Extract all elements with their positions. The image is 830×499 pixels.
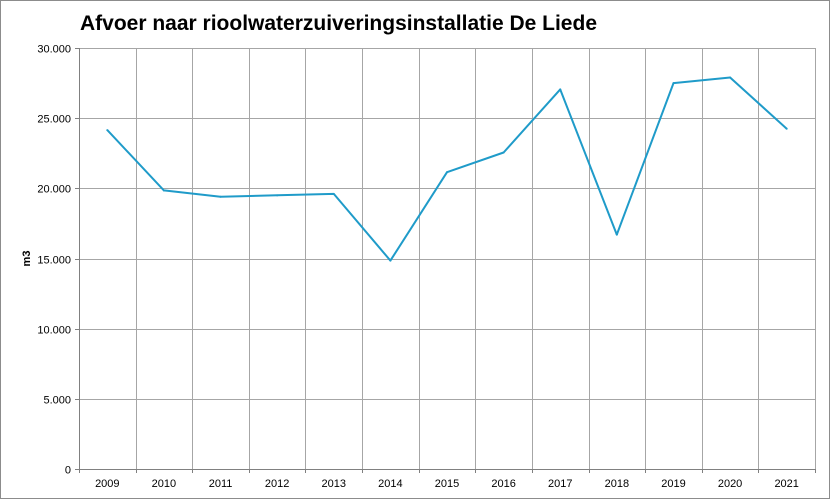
x-tick-label: 2018 — [605, 478, 629, 490]
grid-layer — [79, 48, 816, 469]
x-tick-label: 2016 — [491, 478, 515, 490]
y-axis-label: m3 — [21, 251, 33, 267]
data-point — [332, 192, 335, 195]
chart-title: Afvoer naar rioolwaterzuiveringsinstalla… — [80, 12, 597, 35]
data-point — [615, 233, 618, 236]
data-point — [389, 259, 392, 262]
data-point — [559, 88, 562, 91]
x-tick-label: 2020 — [718, 478, 742, 490]
y-tick-label: 5.000 — [43, 395, 71, 407]
x-tick-label: 2012 — [265, 478, 289, 490]
data-point — [446, 171, 448, 174]
x-tick-label: 2011 — [209, 478, 233, 490]
y-tick-label: 30.000 — [37, 44, 71, 56]
y-tick-label: 0 — [65, 465, 71, 477]
y-tick-label: 10.000 — [37, 325, 71, 337]
x-tick-label: 2019 — [661, 478, 685, 490]
y-tick-label: 25.000 — [37, 114, 71, 126]
data-point — [219, 195, 222, 198]
data-point — [672, 82, 675, 85]
series-line — [106, 76, 788, 262]
data-point — [106, 129, 109, 132]
x-tick-label: 2014 — [378, 478, 402, 490]
data-point — [785, 127, 788, 130]
y-tick-label: 15.000 — [37, 255, 71, 267]
x-tick-label: 2021 — [774, 478, 798, 490]
data-point — [729, 76, 732, 79]
x-tick-label: 2009 — [95, 478, 119, 490]
axis-layer — [75, 48, 816, 473]
data-point — [162, 189, 165, 192]
x-tick-label: 2015 — [435, 478, 459, 490]
data-point — [276, 194, 279, 197]
series-layer — [106, 76, 788, 262]
y-tick-label: 20.000 — [37, 184, 71, 196]
x-tick-label: 2013 — [322, 478, 346, 490]
tick-label-layer: 0 5.000 10.000 15.000 20.000 25.000 30.000 2009… — [37, 44, 799, 491]
x-tick-label: 2017 — [548, 478, 572, 490]
data-point — [502, 151, 505, 154]
x-tick-label: 2010 — [152, 478, 176, 490]
